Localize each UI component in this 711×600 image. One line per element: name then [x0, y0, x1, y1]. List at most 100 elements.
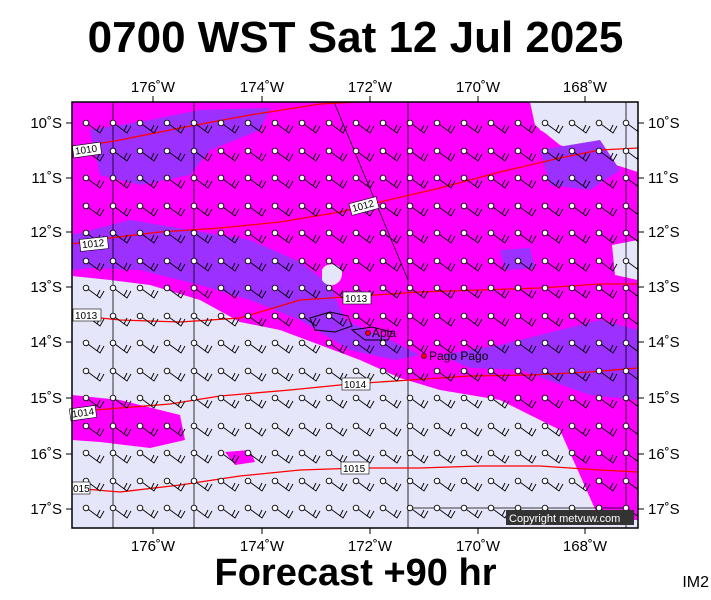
wind-barb-icon [190, 147, 213, 162]
wind-barb-icon [163, 394, 186, 409]
lon-label-top: 170˚W [456, 79, 501, 96]
wind-barb-icon [244, 257, 267, 272]
wind-barb-icon [379, 119, 402, 134]
wind-barb-icon [244, 312, 267, 327]
place-label-pago-pago: Pago Pago [429, 349, 489, 363]
wind-barb-icon [379, 504, 402, 519]
copyright-label: Copyright metvuw.com [509, 513, 620, 525]
wind-barb-icon [190, 257, 213, 272]
wind-barb-icon [487, 257, 510, 272]
wind-barb-icon [163, 119, 186, 134]
wind-barb-icon [568, 202, 591, 217]
wind-barb-icon [244, 284, 267, 299]
wind-barb-icon [406, 147, 429, 162]
wind-barb-icon [136, 284, 159, 299]
isobar-label-1013: 1013 [75, 311, 98, 322]
wind-barb-icon [190, 202, 213, 217]
wind-barb-icon [433, 394, 456, 409]
wind-barb-icon [244, 477, 267, 492]
wind-barb-icon [136, 339, 159, 354]
wind-barb-icon [406, 174, 429, 189]
wind-barb-icon [514, 312, 537, 327]
wind-barb-icon [217, 147, 240, 162]
wind-barb-icon [190, 339, 213, 354]
wind-barb-icon [460, 422, 483, 437]
wind-barb-icon [460, 339, 483, 354]
wind-barb-icon [352, 477, 375, 492]
wind-barb-icon [163, 174, 186, 189]
wind-barb-icon [352, 147, 375, 162]
wind-barb-icon [379, 147, 402, 162]
wind-barb-icon [136, 449, 159, 464]
wind-barb-icon [514, 477, 537, 492]
image-code: IM2 [682, 574, 709, 591]
isobar-label-box: 1014 [68, 405, 98, 422]
wind-barb-icon [163, 312, 186, 327]
wind-barb-icon [541, 477, 564, 492]
wind-barb-icon [298, 119, 321, 134]
isobar-label-box: 1012 [348, 196, 380, 216]
wind-barb-icon [244, 229, 267, 244]
wind-barb-icon [568, 339, 591, 354]
wind-barb-icon [298, 284, 321, 299]
wind-barb-icon [298, 394, 321, 409]
wind-barb-icon [136, 257, 159, 272]
wind-barb-icon [568, 284, 591, 299]
wind-barb-icon [433, 312, 456, 327]
wind-barb-icon [433, 229, 456, 244]
wind-barb-icon [352, 257, 375, 272]
wind-barb-icon [433, 284, 456, 299]
wind-barb-icon [136, 504, 159, 519]
wind-barb-icon [298, 367, 321, 382]
wind-barb-icon [298, 339, 321, 354]
wind-barb-icon [271, 394, 294, 409]
wind-barb-icon [541, 367, 564, 382]
wind-barb-icon [406, 504, 429, 519]
wind-barb-icon [217, 504, 240, 519]
wind-barb-icon [514, 449, 537, 464]
wind-barb-icon [352, 449, 375, 464]
wind-barb-icon [352, 119, 375, 134]
wind-barb-icon [460, 394, 483, 409]
wind-barb-icon [568, 229, 591, 244]
wind-barb-icon [136, 312, 159, 327]
isobar-label-1014: 1014 [71, 407, 95, 421]
wind-barb-icon [379, 422, 402, 437]
wind-barb-icon [352, 174, 375, 189]
wind-barb-icon [514, 257, 537, 272]
wind-barb-icon [298, 504, 321, 519]
isobar-label-box: 1013 [342, 291, 372, 305]
wind-barb-icon [514, 147, 537, 162]
wind-barb-icon [406, 312, 429, 327]
wind-barb-icon [109, 312, 132, 327]
lat-label-left: 16˚S [30, 446, 62, 463]
wind-barb-icon [217, 449, 240, 464]
wind-barb-icon [325, 257, 348, 272]
isobar-label-box: 1015 [340, 461, 370, 475]
wind-barb-icon [217, 119, 240, 134]
wind-barb-icon [82, 394, 105, 409]
place-label-apia: Apia [372, 326, 396, 340]
apia-marker [365, 330, 371, 336]
wind-barb-icon [568, 367, 591, 382]
wind-barb-icon [487, 339, 510, 354]
wind-barb-icon [568, 449, 591, 464]
wind-barb-icon [82, 367, 105, 382]
isobar-label-box: 1013 [72, 308, 102, 322]
wind-barb-icon [487, 284, 510, 299]
wind-barb-icon [298, 174, 321, 189]
wind-barb-icon [109, 147, 132, 162]
pago-pago-marker [421, 353, 427, 359]
wind-barb-icon [109, 202, 132, 217]
wind-barb-icon [460, 312, 483, 327]
wind-barb-icon [379, 312, 402, 327]
isobar-label-1014: 1014 [344, 380, 367, 391]
lat-label-left: 17˚S [30, 501, 62, 518]
wind-barb-icon [109, 449, 132, 464]
wind-barb-icon [460, 147, 483, 162]
wind-barb-icon [514, 367, 537, 382]
wind-barb-icon [487, 312, 510, 327]
wind-barb-icon [244, 202, 267, 217]
lat-label-left: 13˚S [30, 279, 62, 296]
wind-barb-icon [271, 312, 294, 327]
